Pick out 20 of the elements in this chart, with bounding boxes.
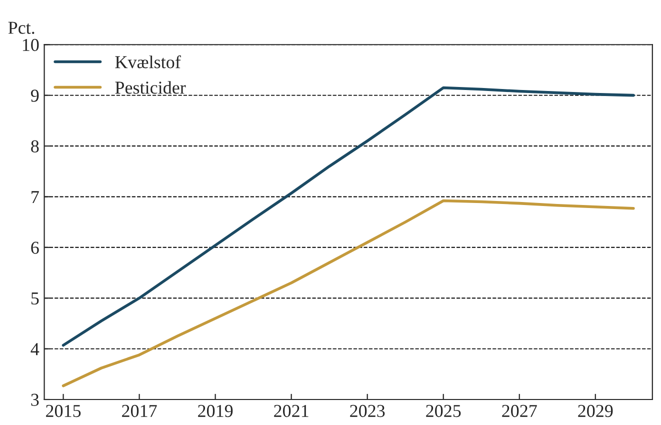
line-series	[62, 199, 635, 388]
y-tick-label: 10	[22, 38, 39, 52]
x-tick-label: 2027	[502, 404, 537, 418]
y-tick-label: 8	[31, 140, 39, 152]
y-axis-title: Pct.	[8, 22, 34, 34]
x-tick-label: 2025	[426, 404, 461, 418]
legend-label: Kvælstof	[115, 55, 181, 68]
y-tick-label: 5	[31, 292, 39, 305]
x-tick-label: 2029	[578, 404, 613, 418]
y-tick-label: 7	[32, 191, 39, 203]
x-tick-label: 2019	[198, 404, 233, 418]
y-tick-label: 6	[31, 242, 39, 254]
y-tick-label: 3	[31, 394, 39, 406]
x-tick-label: 2023	[350, 404, 385, 418]
y-tick-label: 4	[30, 343, 40, 356]
legend-label: Pesticider	[115, 81, 186, 94]
x-tick-label: 2017	[122, 404, 157, 418]
x-tick-label: 2015	[46, 404, 81, 418]
y-tick-label: 9	[30, 90, 39, 102]
x-tick-label: 2021	[274, 404, 308, 418]
